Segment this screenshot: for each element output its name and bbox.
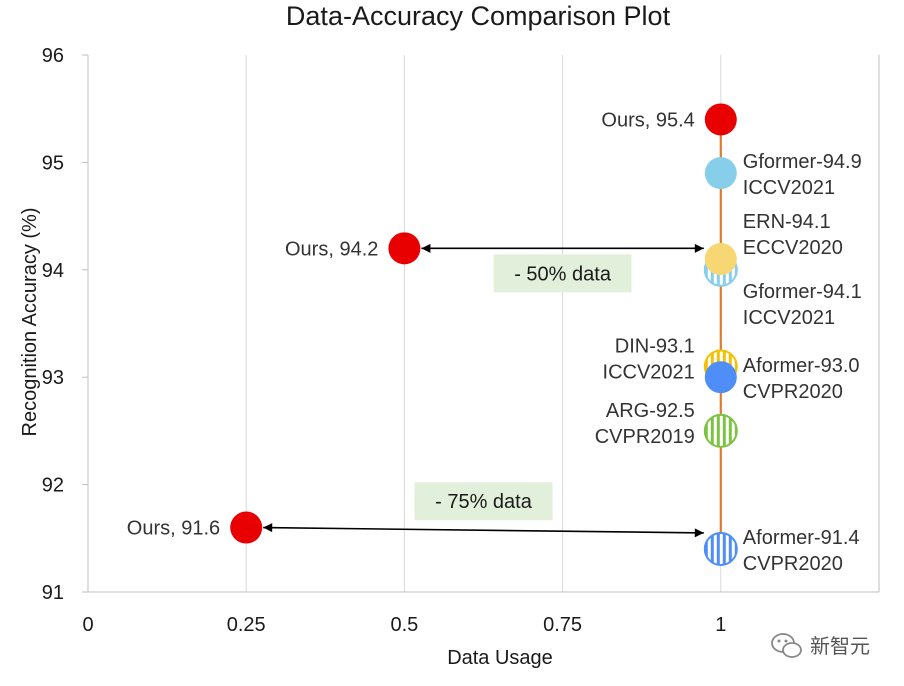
point-marker [703, 532, 738, 567]
annotation-box [493, 254, 632, 293]
data-points [230, 103, 738, 567]
point-marker [704, 243, 737, 276]
arrowhead [263, 523, 273, 533]
stripe [734, 414, 737, 447]
point-label-ours-916: Ours, 91.6 [127, 518, 220, 540]
watermark: 新智元 [771, 633, 870, 658]
y-tick-label: 91 [42, 582, 64, 604]
x-tick-label: 0.75 [543, 614, 582, 636]
y-tick-label: 96 [42, 45, 64, 67]
stripe [704, 253, 708, 286]
point-label-line: CVPR2019 [595, 426, 695, 448]
point-label-din-931: DIN-93.1 ICCV2021 [603, 335, 695, 383]
point-label-line: ICCV2021 [743, 177, 835, 199]
x-tick-label: 0 [82, 614, 93, 636]
y-tick-label: 93 [42, 367, 64, 389]
data-point-ours-95 [704, 103, 737, 136]
data-point-ern-941 [704, 243, 737, 276]
stripe [722, 533, 726, 566]
chart-title: Data-Accuracy Comparison Plot [286, 1, 671, 31]
point-marker [704, 103, 737, 136]
annotations: - 50% data - 75% data [263, 243, 704, 538]
stripe [704, 350, 708, 383]
stripe [734, 533, 737, 566]
arrowhead [421, 243, 431, 253]
x-axis-label: Data Usage [447, 647, 553, 669]
point-label-line: Aformer-93.0 [743, 355, 860, 377]
point-label-gformer-949: Gformer-94.9 ICCV2021 [743, 151, 862, 199]
annotation-arrow-line [263, 526, 704, 534]
point-label-line: Ours, 94.2 [285, 238, 378, 260]
point-stripes [704, 533, 737, 566]
point-label-line: ICCV2021 [603, 361, 695, 383]
x-tick-label: 1 [715, 614, 726, 636]
stripe [716, 414, 720, 447]
point-marker [230, 511, 263, 544]
wechat-icon [771, 633, 802, 658]
point-label-line: CVPR2020 [743, 381, 843, 403]
point-stripes [704, 414, 737, 447]
stripe [734, 350, 737, 383]
data-point-ours-942 [388, 232, 421, 265]
axes: 0 0.25 0.5 0.75 1 91 92 93 94 95 96 [42, 45, 880, 636]
point-marker [704, 157, 737, 190]
point-label-ern-941: ERN-94.1 ECCV2020 [743, 211, 843, 259]
x-tick-label: 0.5 [390, 614, 418, 636]
point-label-arg-925: ARG-92.5 CVPR2019 [595, 400, 695, 448]
stripe [728, 414, 732, 447]
data-point-ours-916 [230, 511, 263, 544]
point-label-line: ECCV2020 [743, 237, 843, 259]
stripe [734, 253, 737, 286]
x-tick-label: 0.25 [227, 614, 266, 636]
stripe [716, 533, 720, 566]
annotation-text: - 75% data [435, 491, 533, 513]
stripe [728, 533, 732, 566]
arrowhead [694, 243, 704, 253]
y-tick-label: 94 [42, 260, 64, 282]
annotation-box [414, 482, 553, 521]
point-label-aformer-914: Aformer-91.4 CVPR2020 [743, 527, 860, 575]
point-label-gformer-941: Gformer-94.1 ICCV2021 [743, 281, 862, 329]
data-point-arg-925 [703, 413, 738, 448]
point-marker [388, 232, 421, 265]
point-label-line: Gformer-94.1 [743, 281, 862, 303]
point-label-ours-95: Ours, 95.4 [601, 109, 694, 131]
stripe [710, 533, 714, 566]
point-label-aformer-930: Aformer-93.0 CVPR2020 [743, 355, 860, 403]
y-axis-label: Recognition Accuracy (%) [19, 208, 41, 437]
point-label-line: ERN-94.1 [743, 211, 831, 233]
stripe [710, 414, 714, 447]
point-marker [704, 361, 737, 394]
point-label-line: DIN-93.1 [615, 335, 695, 357]
annotation-text: - 50% data [514, 263, 612, 285]
data-point-aformer-914 [703, 532, 738, 567]
point-label-line: CVPR2020 [743, 553, 843, 575]
point-label-ours-942: Ours, 94.2 [285, 238, 378, 260]
data-point-aformer-930 [704, 361, 737, 394]
point-marker [703, 413, 738, 448]
y-tick-label: 95 [42, 152, 64, 174]
point-label-line: Gformer-94.9 [743, 151, 862, 173]
point-label-line: ICCV2021 [743, 307, 835, 329]
point-label-line: Ours, 91.6 [127, 518, 220, 540]
arrowhead [694, 528, 704, 538]
stripe [704, 533, 708, 566]
point-label-line: ARG-92.5 [606, 400, 695, 422]
data-point-gformer-949 [704, 157, 737, 190]
stripe [704, 414, 708, 447]
watermark-text: 新智元 [810, 635, 870, 658]
stripe [722, 414, 726, 447]
point-label-line: Ours, 95.4 [601, 109, 694, 131]
point-label-line: Aformer-91.4 [743, 527, 860, 549]
y-tick-label: 92 [42, 475, 64, 497]
